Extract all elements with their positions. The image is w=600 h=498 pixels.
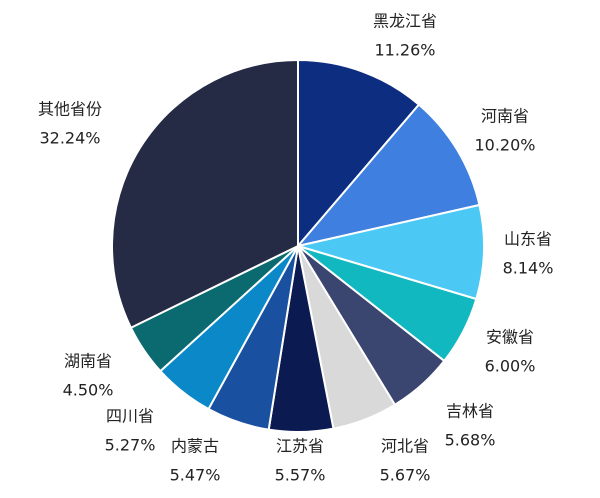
slice-value-label: 5.47% [170, 466, 221, 485]
slice-label: 吉林省 [446, 402, 494, 421]
slice-value-label: 6.00% [485, 357, 536, 376]
pie-slice [111, 58, 299, 330]
pie-slice [295, 103, 481, 248]
slice-value-label: 5.57% [275, 466, 326, 485]
slice-label: 黑龙江省 [373, 12, 437, 31]
slice-label: 四川省 [106, 407, 154, 426]
slice-label: 其他省份 [38, 100, 102, 119]
slice-label: 山东省 [504, 230, 552, 249]
slice-value-label: 5.67% [380, 466, 431, 485]
slice-label: 河南省 [481, 107, 529, 126]
slice-label: 湖南省 [64, 352, 112, 371]
slice-label: 江苏省 [276, 437, 324, 456]
slice-value-label: 8.14% [503, 259, 554, 278]
slice-value-label: 5.68% [445, 431, 496, 450]
slice-value-label: 10.20% [474, 136, 535, 155]
slice-value-label: 32.24% [39, 129, 100, 148]
pie-slice [297, 58, 421, 249]
slice-value-label: 5.27% [105, 436, 156, 455]
slice-label: 安徽省 [486, 328, 534, 347]
slice-value-label: 4.50% [63, 381, 114, 400]
slice-label: 河北省 [381, 437, 429, 456]
pie-slice [294, 203, 485, 301]
slice-label: 内蒙古 [171, 437, 219, 456]
slice-value-label: 11.26% [374, 41, 435, 60]
